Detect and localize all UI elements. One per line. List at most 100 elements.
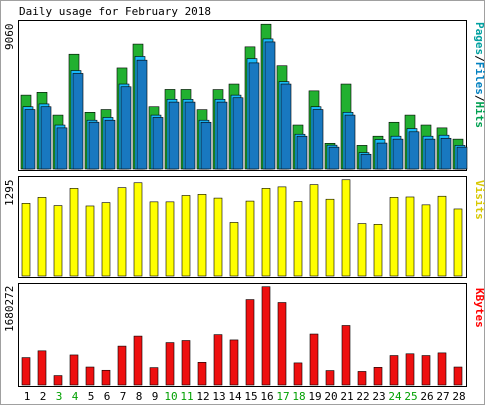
pages-bar bbox=[312, 109, 324, 170]
x-tick-label: 8 bbox=[136, 390, 143, 403]
pages-bar bbox=[168, 101, 180, 170]
legend-part: Visits bbox=[473, 180, 485, 220]
x-tick-label: 22 bbox=[356, 390, 369, 403]
visits-bar bbox=[69, 188, 79, 277]
kbytes-bar bbox=[85, 366, 95, 386]
visits-bar bbox=[37, 197, 47, 277]
visits-bar bbox=[149, 201, 159, 277]
visits-bar bbox=[213, 197, 223, 277]
x-tick-label: 27 bbox=[436, 390, 449, 403]
visits-bar bbox=[117, 187, 127, 277]
pages-bar bbox=[104, 119, 116, 170]
visits-bar bbox=[421, 204, 431, 277]
visits-bar bbox=[133, 182, 143, 277]
kbytes-bar bbox=[261, 286, 271, 386]
visits-bar bbox=[437, 195, 447, 277]
pages-bar bbox=[248, 62, 260, 170]
pages-bar bbox=[136, 59, 148, 170]
x-tick-label: 18 bbox=[292, 390, 305, 403]
visits-bar bbox=[101, 202, 111, 277]
kbytes-bar bbox=[37, 350, 47, 386]
visits-bar bbox=[85, 205, 95, 277]
x-tick-label: 10 bbox=[164, 390, 177, 403]
visits-bar bbox=[277, 186, 287, 277]
kbytes-bar bbox=[117, 345, 127, 386]
pages-bar bbox=[40, 106, 52, 170]
x-tick-label: 7 bbox=[120, 390, 127, 403]
kbytes-bar bbox=[325, 370, 335, 386]
kbytes-bar bbox=[309, 333, 319, 386]
pages-bar bbox=[296, 135, 308, 170]
visits-panel-bars bbox=[21, 179, 463, 277]
kbytes-panel: 1680272 KBytes bbox=[3, 283, 485, 387]
legend-part: / bbox=[473, 55, 485, 62]
visits-bar bbox=[181, 195, 191, 277]
hits-panel-ymax-label: 9060 bbox=[3, 24, 16, 51]
pages-bar bbox=[376, 142, 388, 170]
visits-bar bbox=[197, 194, 207, 277]
visits-bar bbox=[21, 203, 31, 277]
pages-bar bbox=[120, 86, 132, 170]
x-tick-label: 20 bbox=[324, 390, 337, 403]
visits-bar bbox=[373, 224, 383, 277]
x-tick-label: 15 bbox=[244, 390, 257, 403]
kbytes-bar bbox=[149, 367, 159, 386]
hits-panel-legend: Pages/Files/Hits bbox=[473, 22, 485, 128]
visits-bar bbox=[229, 222, 239, 277]
pages-bar bbox=[200, 121, 212, 170]
kbytes-bar bbox=[69, 354, 79, 386]
pages-bar bbox=[392, 138, 404, 170]
pages-bar bbox=[360, 153, 372, 170]
x-tick-label: 28 bbox=[452, 390, 465, 403]
kbytes-bar bbox=[101, 369, 111, 386]
visits-bar bbox=[325, 198, 335, 277]
visits-bar bbox=[389, 197, 399, 277]
x-tick-label: 23 bbox=[372, 390, 385, 403]
kbytes-bar bbox=[453, 366, 463, 386]
pages-bar bbox=[408, 131, 420, 170]
pages-bar bbox=[328, 146, 340, 170]
legend-part: / bbox=[473, 95, 485, 102]
pages-bar bbox=[88, 121, 100, 170]
kbytes-panel-bars bbox=[21, 286, 463, 386]
visits-bar bbox=[165, 201, 175, 277]
kbytes-bar bbox=[405, 353, 415, 386]
visits-panel-frame bbox=[18, 176, 467, 278]
x-axis-day-labels: 1 2 3 4 5 6 7 8 9 10 11 12 13 14 15 16 17 18 19 20 21 22 23 24 2… bbox=[24, 390, 466, 403]
x-tick-label: 1 bbox=[24, 390, 31, 403]
visits-bar bbox=[53, 205, 63, 277]
kbytes-bar bbox=[133, 335, 143, 386]
kbytes-bar bbox=[421, 355, 431, 386]
pages-bar bbox=[56, 127, 68, 170]
pages-bar bbox=[456, 146, 468, 170]
kbytes-bar bbox=[53, 375, 63, 386]
pages-bar bbox=[152, 117, 164, 170]
x-tick-label: 25 bbox=[404, 390, 417, 403]
pages-bar bbox=[264, 41, 276, 170]
x-tick-label: 21 bbox=[340, 390, 353, 403]
kbytes-bar bbox=[373, 367, 383, 386]
pages-bar bbox=[424, 138, 436, 170]
kbytes-bar bbox=[229, 339, 239, 386]
x-tick-label: 24 bbox=[388, 390, 402, 403]
legend-part: Files bbox=[473, 62, 485, 95]
visits-bar bbox=[341, 179, 351, 277]
visits-panel-ymax-label: 1295 bbox=[3, 180, 16, 207]
visits-bar bbox=[309, 184, 319, 277]
x-tick-label: 4 bbox=[72, 390, 79, 403]
pages-bar bbox=[280, 83, 292, 170]
kbytes-bar bbox=[437, 352, 447, 386]
kbytes-bar bbox=[21, 357, 31, 386]
x-tick-label: 11 bbox=[180, 390, 193, 403]
pages-bar bbox=[24, 109, 36, 170]
kbytes-bar bbox=[197, 362, 207, 386]
kbytes-bar bbox=[277, 302, 287, 386]
x-tick-label: 2 bbox=[40, 390, 47, 403]
hits-panel: 9060 Pages/Files/Hits bbox=[3, 20, 485, 171]
kbytes-bar bbox=[389, 355, 399, 386]
visits-bar bbox=[293, 201, 303, 277]
x-tick-label: 9 bbox=[152, 390, 159, 403]
pages-bar bbox=[184, 101, 196, 170]
x-tick-label: 16 bbox=[260, 390, 273, 403]
pages-bar bbox=[440, 137, 452, 170]
